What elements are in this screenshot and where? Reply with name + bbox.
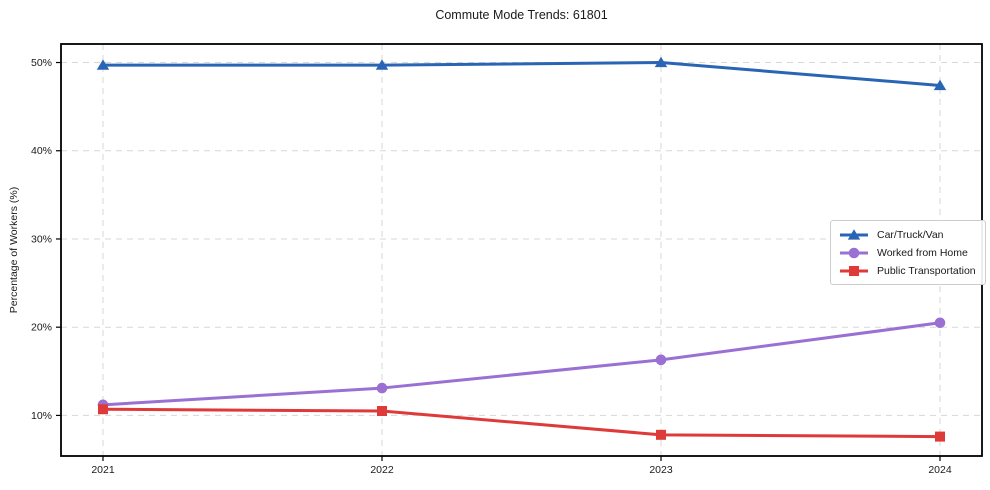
triangle-marker [933,79,947,91]
square-marker [376,406,387,417]
x-tick-label: 2023 [649,464,673,476]
circle-marker [934,317,946,329]
triangle-marker [847,228,861,240]
square-marker [935,431,946,442]
circle-legend-swatch-icon [840,247,868,258]
x-tick-label: 2022 [370,464,394,476]
circle-marker [376,382,388,394]
triangle-marker [96,59,110,70]
legend: Car/Truck/Van Worked from Home Public Tran… [830,220,986,285]
square-marker [849,265,859,276]
legend-item-worked-from-home: Worked from Home [839,245,976,260]
y-tick-label: 40% [31,145,52,157]
series-line [101,61,942,87]
triangle-marker [654,56,668,68]
circle-marker [848,247,860,258]
series-line [101,321,942,407]
y-tick-label: 30% [31,233,52,245]
legend-label: Worked from Home [877,246,968,259]
x-tick-label: 2021 [91,464,115,476]
y-tick-label: 20% [31,322,52,334]
x-tick-label: 2024 [928,464,952,476]
legend-item-car-truck-van: Car/Truck/Van [839,227,976,242]
series-line [101,407,942,439]
legend-label: Car/Truck/Van [877,228,944,241]
y-tick-label: 10% [31,410,52,422]
chart-title: Commute Mode Trends: 61801 [435,8,608,22]
square-marker [656,429,667,440]
triangle-legend-swatch-icon [840,228,868,240]
square-legend-swatch-icon [840,265,868,276]
legend-label: Public Transportation [877,264,976,277]
circle-marker [655,354,667,366]
y-tick-label: 50% [31,57,52,69]
legend-item-public-transportation: Public Transportation [839,263,976,278]
square-marker [97,404,108,415]
triangle-marker [375,59,389,70]
